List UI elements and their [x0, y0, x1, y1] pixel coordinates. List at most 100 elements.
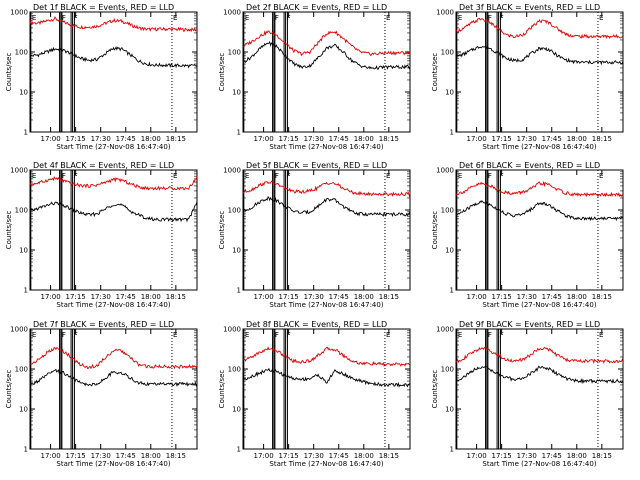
x-tick-label: 17:15 — [492, 135, 512, 143]
y-tick-label: 100 — [228, 366, 241, 374]
marker-label: E — [458, 331, 462, 339]
y-tick-label: 1 — [237, 287, 241, 295]
x-tick-label: 17:00 — [466, 135, 486, 143]
y-tick-label: 10 — [19, 406, 28, 414]
y-tick-label: 100 — [228, 49, 241, 57]
x-tick-label: 18:15 — [379, 293, 399, 301]
panel-det-4: Det 4f BLACK = Events, RED = LLD 1 10 100 10… — [5, 161, 198, 309]
x-tick-label: 17:45 — [116, 135, 136, 143]
marker-label: F — [62, 14, 66, 22]
y-axis-label: Counts/sec — [431, 53, 439, 92]
x-tick-label: 17:00 — [253, 452, 273, 460]
marker-label: E — [245, 14, 249, 22]
y-tick-label: 10 — [19, 89, 28, 97]
series-events-line — [242, 40, 411, 70]
x-tick-label: 17:45 — [542, 452, 562, 460]
x-axis-label: Start Time (27-Nov-08 16:47:40) — [56, 460, 170, 468]
marker-label: F — [488, 172, 492, 180]
x-tick-label: 17:45 — [329, 452, 349, 460]
x-tick-label: 18:00 — [141, 135, 161, 143]
x-tick-label: 17:45 — [542, 135, 562, 143]
y-tick-label: 100 — [15, 207, 28, 215]
series-lld-line — [29, 16, 198, 33]
marker-label: E — [599, 331, 603, 339]
panel-title: Det 5f BLACK = Events, RED = LLD — [246, 161, 387, 170]
x-tick-label: 17:00 — [253, 293, 273, 301]
marker-label: F — [488, 331, 492, 339]
marker-label: E — [245, 331, 249, 339]
x-tick-label: 17:15 — [492, 293, 512, 301]
x-tick-label: 17:15 — [492, 452, 512, 460]
plot-frame — [29, 328, 198, 450]
x-tick-label: 17:45 — [329, 293, 349, 301]
marker-label: F — [500, 331, 504, 339]
marker-label: F — [500, 14, 504, 22]
y-tick-label: 1 — [237, 129, 241, 137]
y-axis-label: Counts/sec — [431, 370, 439, 409]
series-events-line — [455, 365, 624, 385]
y-tick-label: 1 — [24, 287, 28, 295]
marker-label: E — [386, 331, 390, 339]
series-lld-line — [29, 346, 198, 370]
y-tick-label: 1000 — [10, 9, 28, 17]
x-tick-label: 18:15 — [592, 135, 612, 143]
x-tick-label: 17:30 — [517, 452, 537, 460]
y-tick-label: 1 — [237, 446, 241, 454]
series-lld-line — [242, 346, 411, 368]
plot-frame — [242, 169, 411, 291]
marker-label: F — [287, 14, 291, 22]
x-tick-label: 18:15 — [166, 452, 186, 460]
plot-frame — [455, 328, 624, 450]
panel-title: Det 4f BLACK = Events, RED = LLD — [33, 161, 174, 170]
series-lld-line — [455, 346, 624, 364]
plot-frame — [242, 328, 411, 450]
marker-label: F — [275, 14, 279, 22]
x-tick-label: 18:00 — [354, 452, 374, 460]
panel-title: Det 7f BLACK = Events, RED = LLD — [33, 320, 174, 329]
x-tick-label: 17:30 — [304, 293, 324, 301]
y-tick-label: 1 — [450, 446, 454, 454]
series-events-line — [242, 367, 411, 388]
y-tick-label: 100 — [441, 207, 454, 215]
y-tick-label: 10 — [232, 406, 241, 414]
y-tick-label: 1000 — [223, 167, 241, 175]
marker-label: E — [32, 172, 36, 180]
y-tick-label: 10 — [19, 247, 28, 255]
x-tick-label: 18:00 — [141, 293, 161, 301]
x-tick-label: 17:15 — [279, 293, 299, 301]
panel-title: Det 2f BLACK = Events, RED = LLD — [246, 3, 387, 12]
x-tick-label: 18:00 — [567, 135, 587, 143]
marker-label: E — [32, 331, 36, 339]
x-axis-label: Start Time (27-Nov-08 16:47:40) — [56, 301, 170, 309]
x-tick-label: 17:30 — [91, 135, 111, 143]
x-tick-label: 17:15 — [66, 135, 86, 143]
marker-label: E — [173, 172, 177, 180]
marker-label: F — [488, 14, 492, 22]
x-tick-label: 17:30 — [304, 135, 324, 143]
y-axis-label: Counts/sec — [218, 53, 226, 92]
panel-title: Det 8f BLACK = Events, RED = LLD — [246, 320, 387, 329]
marker-label: F — [500, 172, 504, 180]
x-tick-label: 17:00 — [466, 293, 486, 301]
y-tick-label: 10 — [445, 406, 454, 414]
x-tick-label: 18:00 — [354, 293, 374, 301]
x-tick-label: 18:15 — [592, 452, 612, 460]
plot-frame — [29, 169, 198, 291]
panel-det-7: Det 7f BLACK = Events, RED = LLD 1 10 100 10… — [5, 320, 198, 468]
series-events-line — [29, 46, 198, 69]
y-tick-label: 100 — [441, 366, 454, 374]
marker-label: E — [32, 14, 36, 22]
y-tick-label: 10 — [445, 247, 454, 255]
x-axis-label: Start Time (27-Nov-08 16:47:40) — [482, 301, 596, 309]
y-axis-label: Counts/sec — [5, 370, 13, 409]
panel-title: Det 1f BLACK = Events, RED = LLD — [33, 3, 174, 12]
plot-frame — [455, 11, 624, 133]
marker-label: F — [287, 172, 291, 180]
x-tick-label: 17:30 — [517, 135, 537, 143]
x-tick-label: 17:00 — [40, 135, 60, 143]
x-tick-label: 17:15 — [279, 135, 299, 143]
y-tick-label: 1000 — [436, 326, 454, 334]
panel-title: Det 3f BLACK = Events, RED = LLD — [459, 3, 600, 12]
series-events-line — [242, 196, 411, 218]
marker-label: F — [62, 331, 66, 339]
